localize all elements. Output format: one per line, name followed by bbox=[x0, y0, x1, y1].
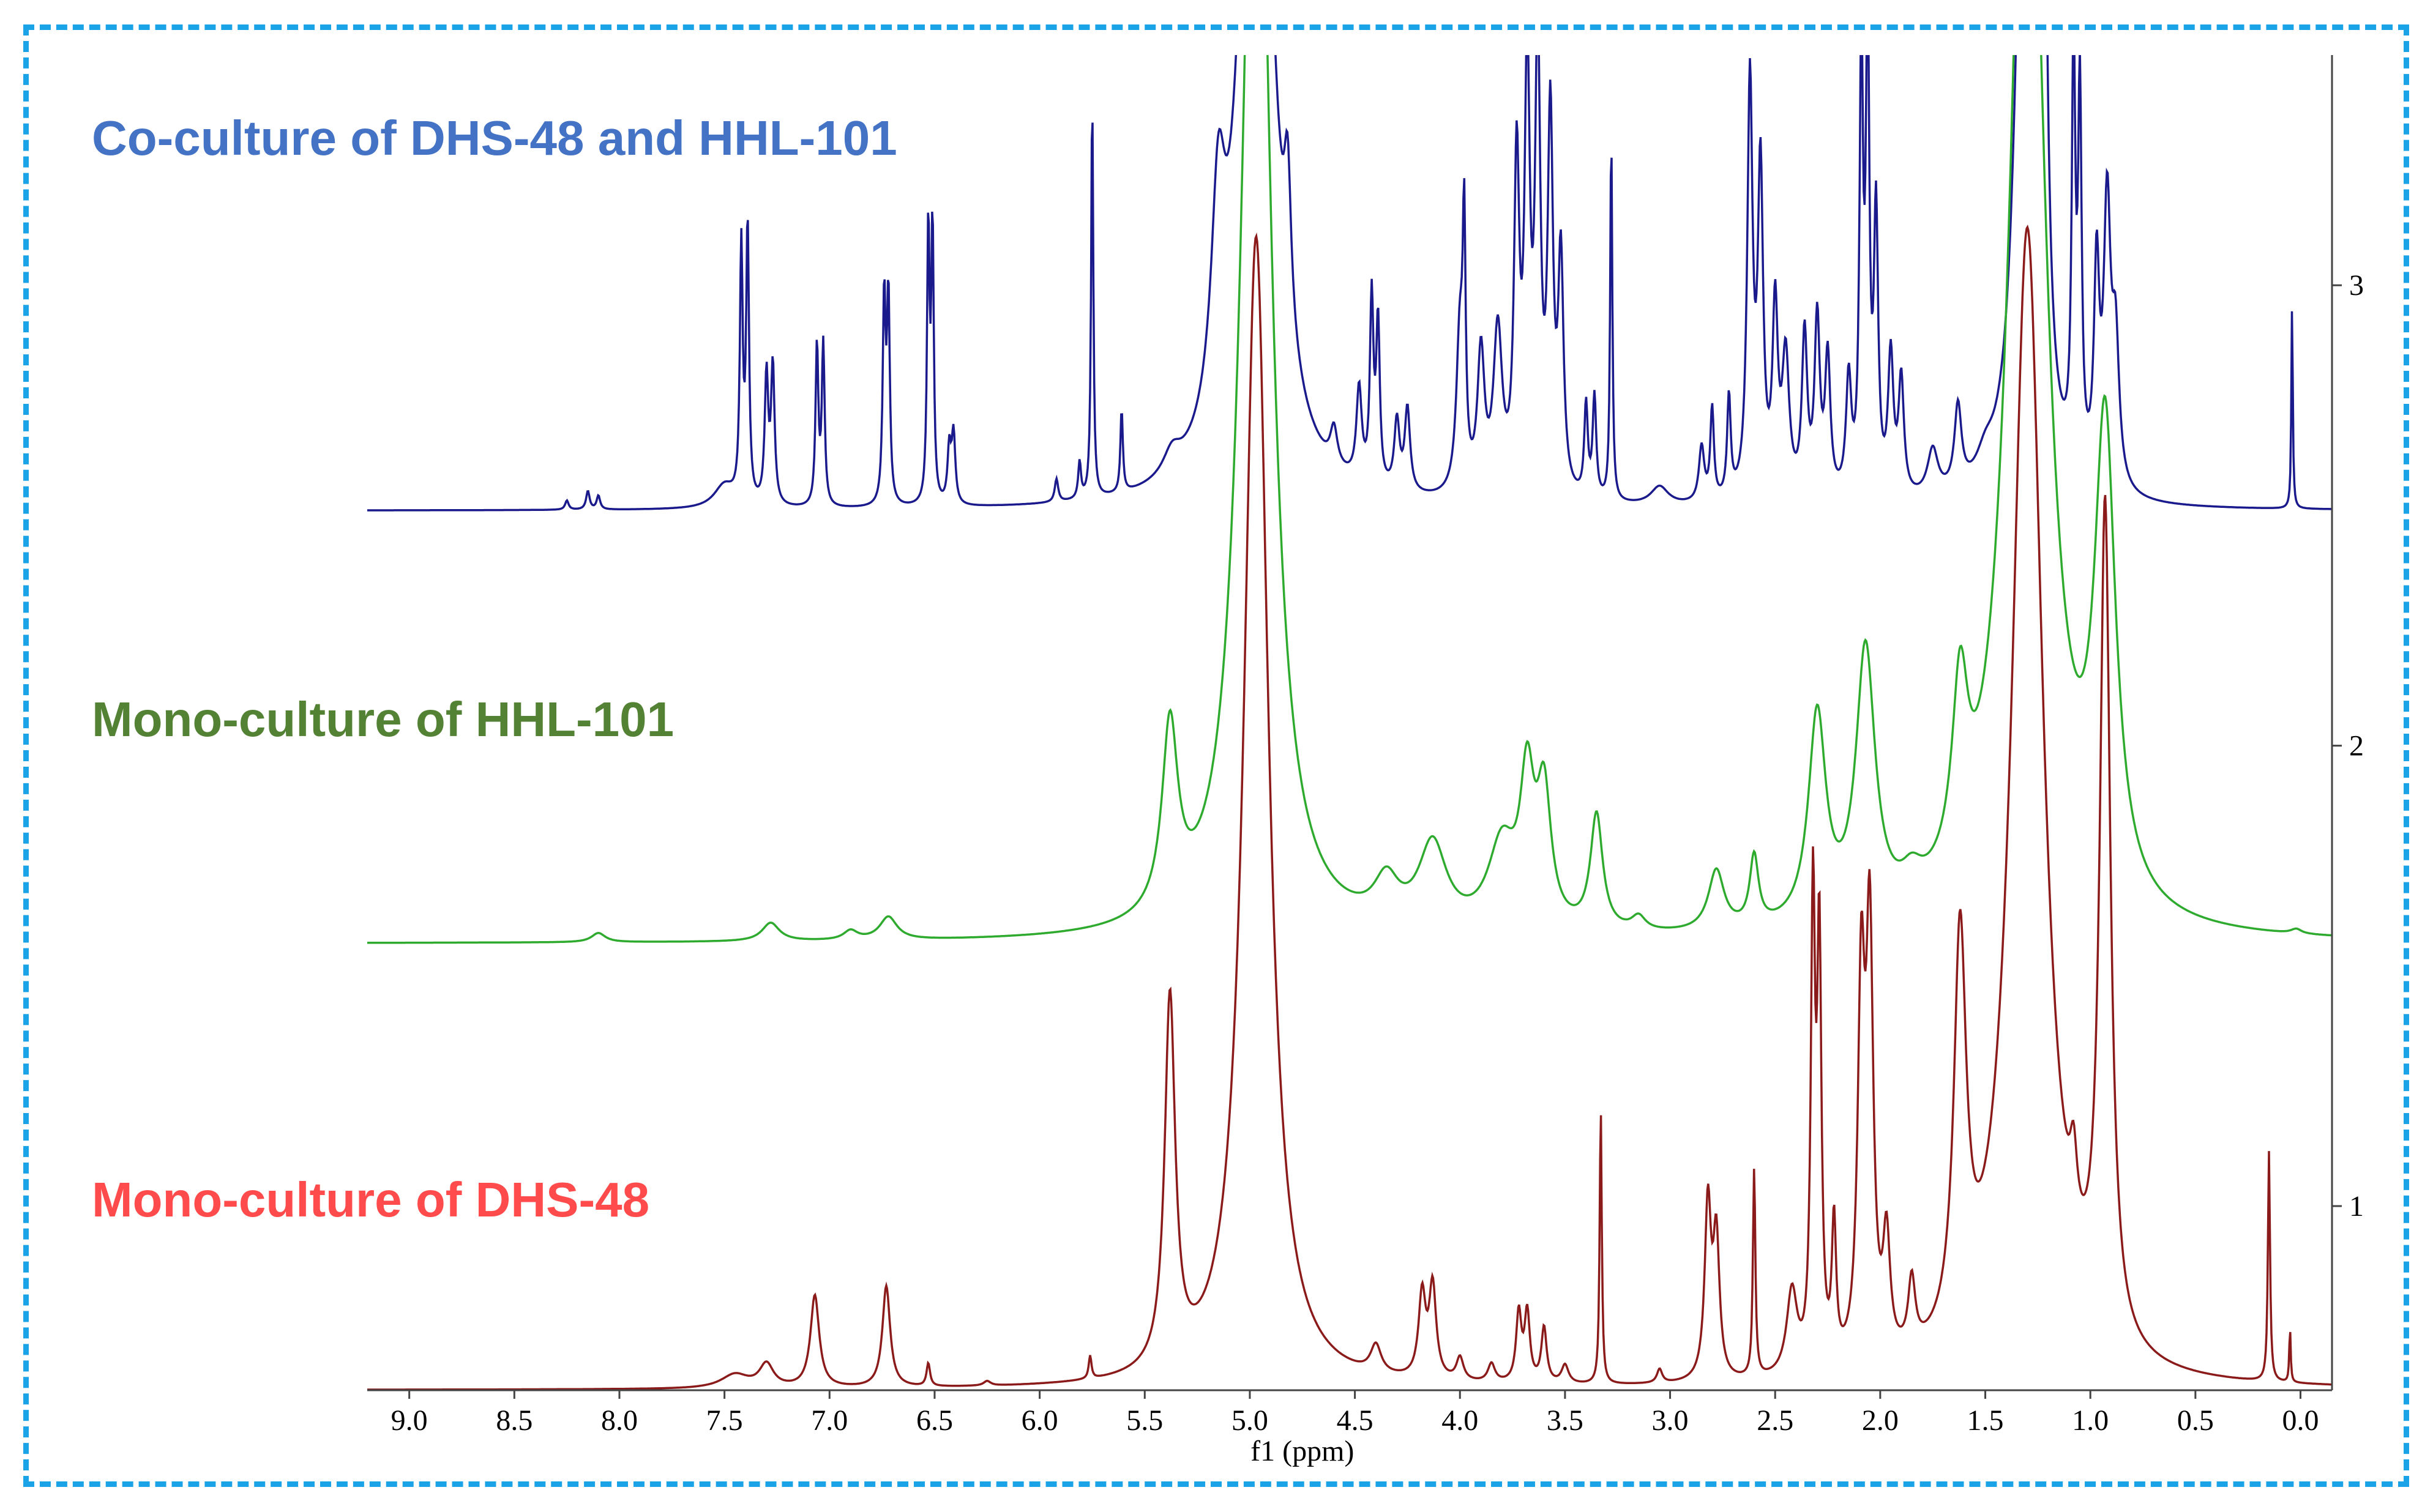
x-tick-label: 5.0 bbox=[1231, 1404, 1268, 1437]
x-tick-label: 4.5 bbox=[1337, 1404, 1373, 1437]
x-tick-label: 7.0 bbox=[811, 1404, 848, 1437]
y-axis-ticks: 1 2 3 bbox=[2332, 269, 2364, 1223]
dashed-frame bbox=[23, 24, 2409, 1487]
x-tick-label: 6.5 bbox=[916, 1404, 953, 1437]
y-tick-label: 3 bbox=[2349, 269, 2364, 302]
x-tick-label: 0.0 bbox=[2282, 1404, 2319, 1437]
hhl101-spectrum-line bbox=[367, 55, 2332, 944]
x-tick-label: 4.0 bbox=[1441, 1404, 1478, 1437]
x-tick-label: 1.0 bbox=[2072, 1404, 2109, 1437]
x-tick-label: 3.0 bbox=[1652, 1404, 1689, 1437]
x-tick-label: 0.5 bbox=[2177, 1404, 2214, 1437]
x-tick-label: 2.5 bbox=[1757, 1404, 1793, 1437]
x-tick-label: 8.0 bbox=[601, 1404, 638, 1437]
x-tick-label: 5.5 bbox=[1126, 1404, 1163, 1437]
dhs48-spectrum-line bbox=[367, 225, 2332, 1390]
y-tick-label: 2 bbox=[2349, 730, 2364, 762]
x-tick-label: 6.0 bbox=[1022, 1404, 1058, 1437]
hhl101-label: Mono-culture of HHL-101 bbox=[92, 692, 675, 747]
x-axis-ticks: 9.0 8.5 8.0 7.5 7.0 6.5 6.0 5.5 5.0 4.5 4.0 3.5 3.0 2… bbox=[391, 1390, 2319, 1437]
y-tick-label: 1 bbox=[2349, 1190, 2364, 1223]
x-tick-label: 2.0 bbox=[1862, 1404, 1899, 1437]
x-tick-label: 3.5 bbox=[1547, 1404, 1583, 1437]
spectrum-traces bbox=[367, 55, 2332, 1390]
coculture-label: Co-culture of DHS-48 and HHL-101 bbox=[92, 111, 897, 165]
x-tick-label: 9.0 bbox=[391, 1404, 428, 1437]
x-axis-label: f1 (ppm) bbox=[1250, 1435, 1354, 1467]
dhs48-label: Mono-culture of DHS-48 bbox=[92, 1172, 650, 1227]
x-tick-label: 8.5 bbox=[496, 1404, 533, 1437]
x-tick-label: 7.5 bbox=[706, 1404, 743, 1437]
x-tick-label: 1.5 bbox=[1967, 1404, 2004, 1437]
coculture-spectrum-line bbox=[367, 55, 2332, 512]
